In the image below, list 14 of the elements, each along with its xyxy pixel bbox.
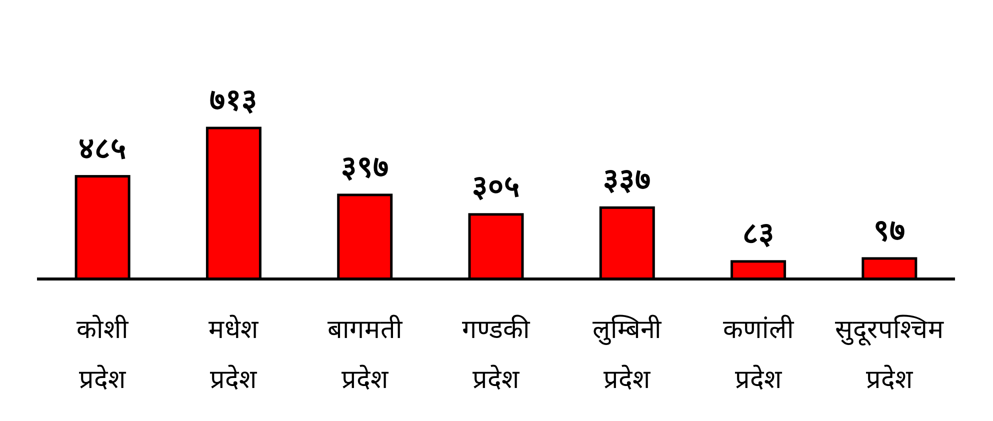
data-label: ९७ bbox=[873, 213, 906, 248]
data-label: ८३ bbox=[742, 216, 774, 252]
x-tick-label: गण्डकी प्रदेश bbox=[462, 314, 531, 395]
data-label: ३३७ bbox=[603, 162, 652, 198]
data-label: ४८५ bbox=[78, 131, 127, 166]
x-tick-label: बागमती प्रदेश bbox=[327, 314, 404, 395]
x-tick-label: सुदूरपश्चिम प्रदेश bbox=[834, 314, 944, 395]
data-label: ३०५ bbox=[472, 169, 520, 204]
x-tick-label: कणांली प्रदेश bbox=[722, 314, 795, 395]
data-label: ७१३ bbox=[210, 83, 258, 118]
x-tick-label: कोशी प्रदेश bbox=[76, 314, 130, 395]
x-tick-label: लुम्बिनी प्रदेश bbox=[592, 314, 663, 395]
data-label: ३९७ bbox=[340, 150, 389, 185]
x-tick-label: मधेश प्रदेश bbox=[208, 314, 260, 395]
